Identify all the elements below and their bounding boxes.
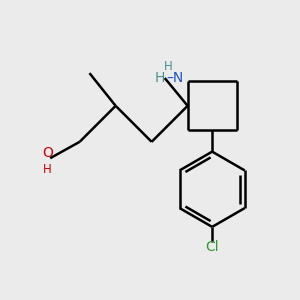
Text: –N: –N (167, 71, 184, 85)
Text: H: H (43, 163, 52, 176)
Text: H: H (154, 71, 165, 85)
Text: Cl: Cl (205, 241, 219, 254)
Text: H: H (164, 60, 172, 73)
Text: O: O (42, 146, 53, 160)
